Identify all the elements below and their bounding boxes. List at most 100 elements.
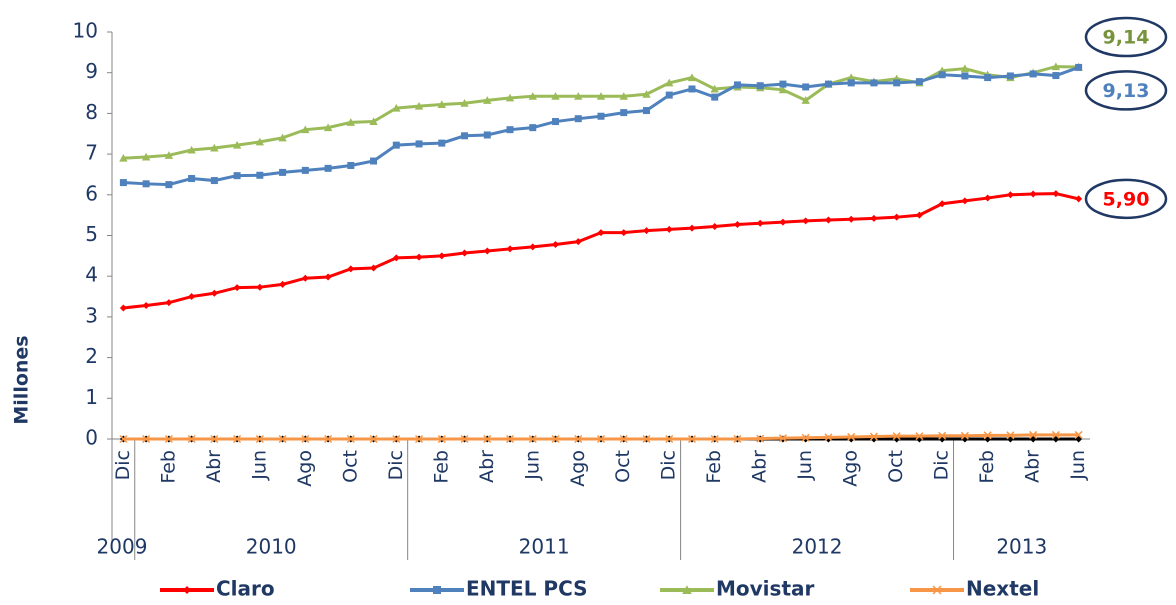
point — [483, 247, 491, 255]
point — [1052, 72, 1060, 80]
x-tick-label: Ago — [567, 450, 589, 487]
point — [323, 123, 333, 132]
point — [802, 217, 810, 225]
point — [847, 215, 855, 223]
y-axis-title: Millones — [11, 335, 33, 424]
point — [984, 194, 992, 202]
y-tick-label: 5 — [85, 222, 98, 246]
point — [279, 280, 287, 288]
point — [574, 92, 583, 100]
point — [324, 273, 332, 281]
x-tick-label: Jun — [248, 450, 270, 481]
point — [710, 434, 719, 444]
x-tick-label: Dic — [112, 450, 134, 480]
data-label: 5,90 — [1103, 188, 1150, 210]
point — [642, 90, 651, 98]
x-tick-label: Ago — [294, 450, 316, 487]
point — [733, 81, 741, 89]
point — [688, 224, 696, 232]
point — [619, 92, 628, 100]
point — [415, 140, 423, 148]
point — [847, 432, 856, 441]
y-tick-label: 10 — [73, 19, 98, 43]
point — [687, 434, 697, 444]
point — [142, 302, 150, 310]
point — [552, 240, 560, 248]
point — [711, 223, 719, 231]
point — [210, 177, 218, 185]
point — [369, 117, 378, 126]
y-tick-label: 8 — [85, 100, 98, 124]
point — [983, 431, 992, 440]
point — [779, 80, 787, 88]
point — [119, 153, 128, 162]
point — [483, 434, 492, 444]
point — [960, 64, 970, 73]
point — [392, 141, 400, 149]
point — [597, 112, 605, 120]
point — [847, 79, 855, 87]
point — [278, 133, 287, 142]
point — [961, 197, 969, 205]
legend-label: ENTEL PCS — [466, 577, 588, 601]
point — [278, 434, 287, 444]
point — [642, 434, 651, 444]
point — [529, 124, 537, 132]
point — [347, 161, 355, 169]
point — [802, 83, 810, 91]
point — [232, 140, 242, 149]
data-label: 9,14 — [1103, 27, 1150, 49]
legend-marker — [682, 585, 692, 594]
point — [415, 253, 423, 261]
point — [1006, 72, 1014, 80]
point — [392, 103, 401, 112]
point — [778, 434, 787, 443]
point — [619, 434, 628, 444]
legend-label: Nextel — [966, 577, 1039, 601]
point — [892, 432, 901, 441]
point — [552, 118, 560, 126]
y-tick-label: 7 — [85, 141, 98, 165]
series-line — [123, 65, 1079, 160]
legend-label: Claro — [216, 577, 275, 601]
point — [801, 96, 810, 104]
x-tick-label: Abr — [476, 450, 498, 483]
group-label: 2013 — [996, 535, 1047, 559]
point — [164, 434, 173, 444]
point — [1029, 70, 1037, 78]
point — [461, 132, 469, 140]
point — [597, 229, 605, 237]
label-callout — [1084, 178, 1168, 220]
point — [779, 218, 787, 226]
point — [119, 434, 128, 444]
point — [187, 145, 196, 154]
point — [938, 200, 946, 208]
point — [392, 434, 401, 444]
point — [141, 152, 151, 161]
point — [574, 115, 582, 123]
point — [324, 434, 333, 444]
x-tick-label: Jun — [521, 450, 543, 481]
point — [778, 85, 788, 94]
point — [869, 432, 878, 441]
y-tick-label: 9 — [85, 59, 98, 83]
point — [870, 214, 878, 222]
point — [846, 73, 856, 82]
point — [438, 252, 446, 260]
point — [687, 73, 697, 82]
group-label: 2010 — [246, 535, 297, 559]
point — [414, 101, 424, 110]
point — [961, 72, 969, 80]
point — [574, 434, 583, 444]
point — [437, 100, 446, 108]
point — [665, 434, 674, 444]
y-tick-label: 4 — [85, 263, 98, 287]
x-tick-label: Jun — [794, 450, 816, 481]
point — [984, 74, 992, 82]
point — [460, 99, 469, 107]
point — [370, 157, 378, 165]
point — [551, 434, 560, 444]
y-tick-label: 0 — [85, 426, 98, 450]
point — [620, 109, 628, 117]
x-tick-label: Feb — [430, 450, 452, 484]
